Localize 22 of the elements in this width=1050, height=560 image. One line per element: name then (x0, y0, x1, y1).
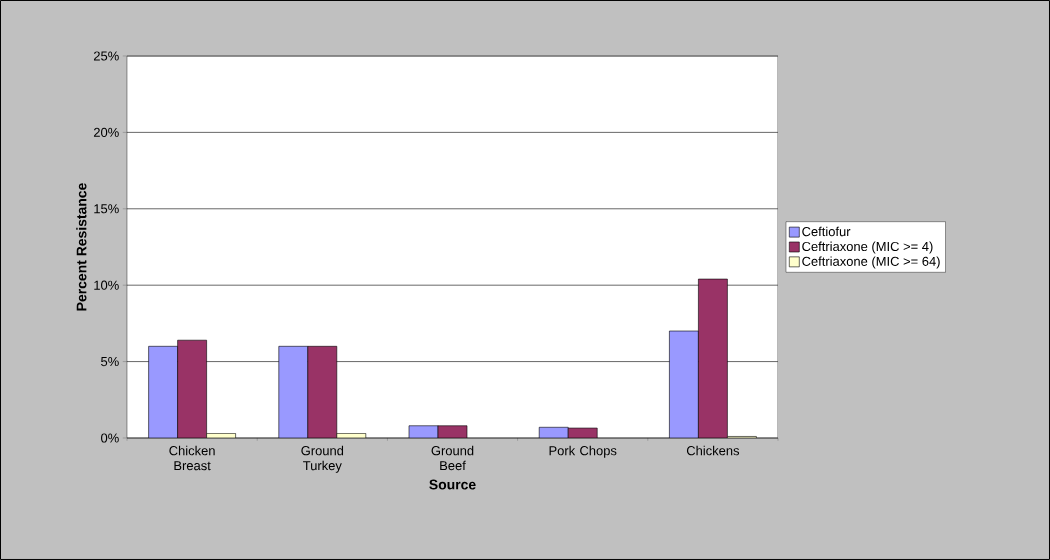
y-tick-label: 20% (93, 127, 119, 137)
x-axis-title: Source (429, 479, 476, 490)
y-tick-label: 15% (94, 204, 119, 214)
bar (177, 339, 207, 438)
legend-label: Ceftiofur (802, 226, 851, 237)
y-tick-label: 10% (94, 280, 119, 290)
y-tick-label: 5% (101, 357, 119, 367)
x-tick-label: Chickens (686, 445, 740, 456)
x-tick-label: Pork Chops (549, 445, 617, 458)
x-tick-label: Ground Turkey (301, 445, 344, 473)
y-tick-label: 25% (93, 51, 119, 61)
bar (669, 330, 699, 438)
bar (698, 278, 728, 438)
legend-label: Ceftriaxone (MIC >= 4) (802, 241, 933, 254)
x-tick-label: Ground Beef (431, 445, 474, 471)
bar (278, 346, 309, 438)
y-tick-label: 0% (101, 433, 119, 443)
bar (148, 346, 178, 438)
legend-label: Ceftriaxone (MIC >= 64) (802, 256, 940, 269)
x-tick-label: Chicken Breast (169, 445, 215, 471)
bar (307, 346, 338, 438)
y-axis-title: Percent Resistance (76, 183, 87, 311)
